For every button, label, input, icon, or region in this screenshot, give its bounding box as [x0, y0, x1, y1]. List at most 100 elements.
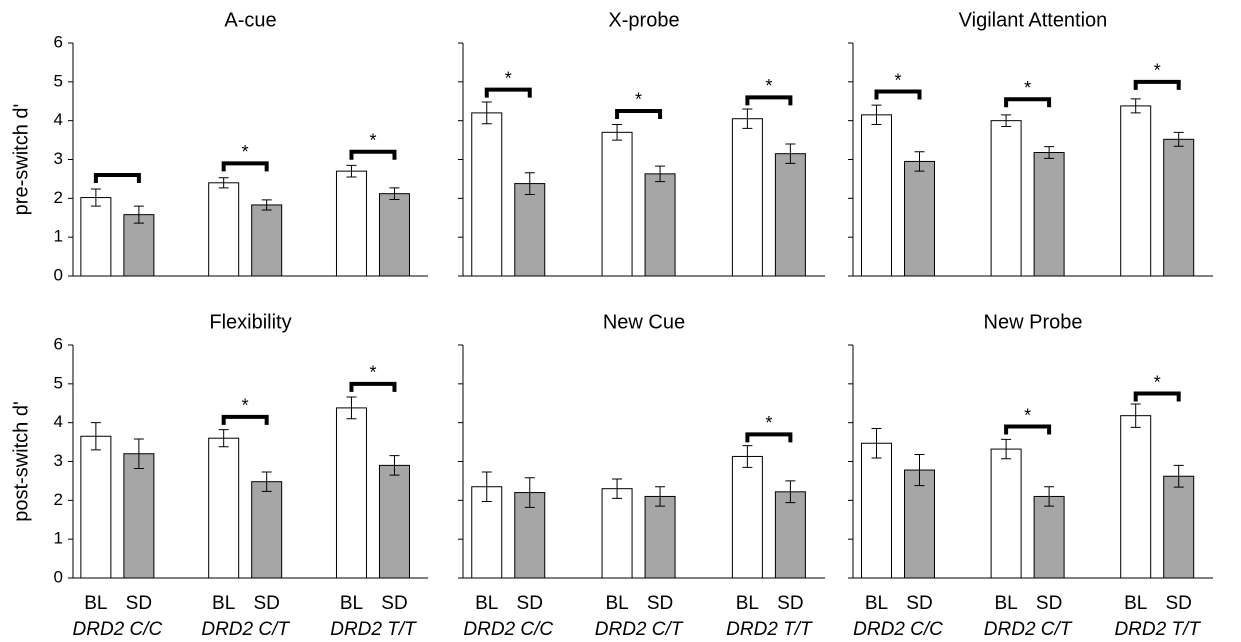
significance-bracket	[745, 432, 793, 443]
significance-bracket	[1133, 79, 1181, 90]
error-bar	[655, 165, 666, 183]
category-label: DRD2 C/T	[201, 619, 290, 640]
y-tick-label: 5	[54, 71, 63, 90]
x-tick-label: BL	[1124, 593, 1147, 614]
bar	[251, 481, 283, 579]
significance-bracket	[1133, 391, 1181, 402]
x-tick-label: BL	[736, 593, 759, 614]
category-label: DRD2 C/C	[463, 619, 553, 640]
bar	[1163, 475, 1195, 579]
bar	[251, 204, 283, 277]
error-bar	[218, 429, 229, 448]
bar	[1120, 415, 1152, 579]
significance-bracket	[1004, 97, 1052, 108]
x-tick-label: BL	[212, 593, 235, 614]
error-bar	[1001, 114, 1012, 127]
bar	[731, 118, 763, 277]
x-tick-label: SD	[906, 593, 932, 614]
significance-bracket	[1004, 424, 1052, 435]
error-bar	[90, 422, 101, 451]
error-bar	[914, 454, 925, 487]
bar	[80, 435, 112, 579]
error-bar	[612, 124, 623, 141]
error-bar	[90, 188, 101, 207]
bar	[774, 153, 806, 277]
significance-star: *	[369, 363, 376, 383]
x-tick-label: SD	[647, 593, 673, 614]
category-label: DRD2 C/T	[595, 619, 684, 640]
significance-star: *	[1024, 405, 1031, 425]
bar	[644, 173, 676, 277]
error-bar	[871, 427, 882, 459]
significance-star: *	[635, 90, 642, 110]
error-bar	[261, 471, 272, 492]
x-tick-label: SD	[253, 593, 279, 614]
bar	[601, 488, 633, 579]
bar	[644, 495, 676, 579]
significance-bracket	[93, 173, 141, 184]
x-tick-label: BL	[605, 593, 628, 614]
bar	[861, 442, 892, 579]
bar	[774, 491, 806, 579]
error-bar	[785, 143, 796, 164]
category-label: DRD2 C/T	[984, 619, 1073, 640]
error-bar	[742, 445, 753, 468]
error-bar	[1044, 146, 1055, 159]
bar	[904, 160, 935, 277]
bar	[1033, 152, 1065, 277]
chart-title: A-cue	[224, 9, 276, 31]
significance-bracket	[221, 414, 269, 425]
error-bar	[1130, 403, 1141, 428]
significance-bracket	[349, 381, 397, 392]
chart-title: Vigilant Attention	[959, 9, 1108, 31]
significance-bracket	[484, 87, 532, 98]
bar	[731, 455, 763, 579]
error-bar	[524, 172, 535, 195]
significance-bracket	[349, 149, 397, 160]
error-bar	[346, 164, 357, 178]
error-bar	[655, 486, 666, 507]
error-bar	[1173, 131, 1184, 147]
significance-star: *	[242, 396, 249, 416]
x-tick-label: BL	[994, 593, 1017, 614]
error-bar	[1173, 464, 1184, 488]
significance-star: *	[765, 413, 772, 433]
y-tick-label: 2	[54, 490, 63, 509]
error-bar	[612, 478, 623, 499]
bar	[335, 407, 367, 579]
error-bar	[524, 477, 535, 508]
error-bar	[133, 205, 144, 224]
x-tick-label: SD	[1036, 593, 1062, 614]
error-bar	[218, 177, 229, 189]
significance-star: *	[242, 142, 249, 162]
bar	[1163, 138, 1195, 277]
significance-bracket	[874, 89, 922, 100]
error-bar	[389, 455, 400, 476]
significance-star: *	[894, 70, 901, 90]
error-bar	[389, 187, 400, 200]
y-axis-label: post-switch d'	[10, 401, 32, 522]
significance-bracket	[615, 108, 663, 119]
y-tick-label: 5	[54, 373, 63, 392]
bar	[123, 214, 155, 277]
bar	[1033, 495, 1065, 579]
error-bar	[785, 480, 796, 504]
x-tick-label: SD	[1165, 593, 1191, 614]
x-tick-label: BL	[475, 593, 498, 614]
error-bar	[481, 471, 492, 502]
y-tick-label: 1	[54, 529, 63, 548]
bar	[861, 114, 892, 277]
y-tick-label: 2	[54, 188, 63, 207]
bar	[990, 120, 1022, 277]
significance-bracket	[221, 161, 269, 172]
y-tick-label: 0	[54, 265, 63, 284]
chart-title: New Cue	[603, 311, 685, 333]
error-bar	[871, 104, 882, 126]
x-tick-label: BL	[84, 593, 107, 614]
error-bar	[1044, 486, 1055, 507]
significance-star: *	[765, 76, 772, 96]
bar	[990, 448, 1022, 579]
x-tick-label: SD	[381, 593, 407, 614]
error-bar	[1130, 98, 1141, 114]
chart-title: Flexibility	[209, 311, 291, 333]
